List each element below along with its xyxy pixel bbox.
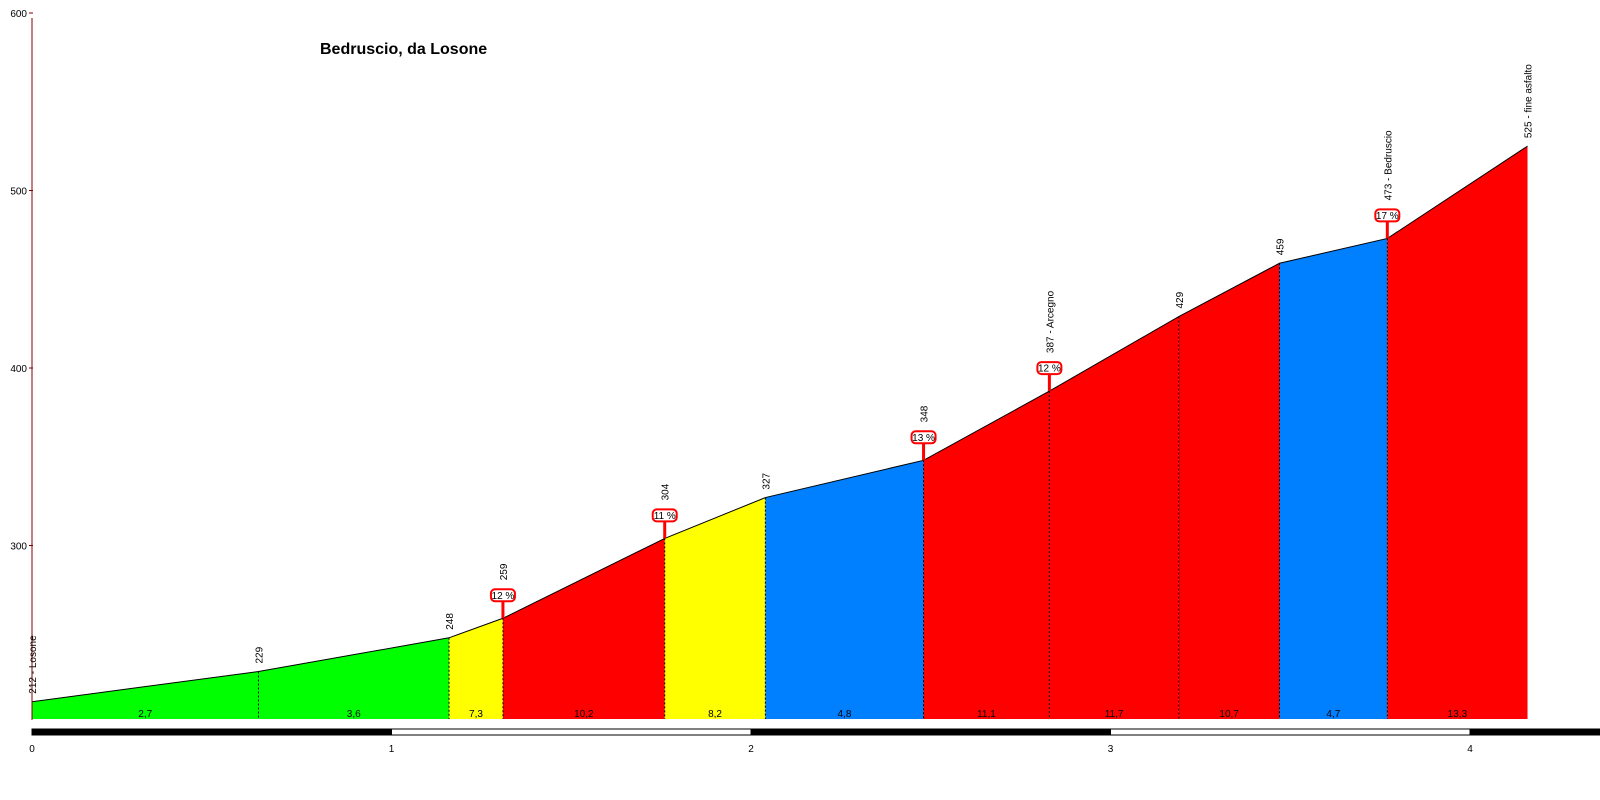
gradient-label: 7,3 — [469, 709, 483, 720]
profile-segment-7 — [923, 391, 1050, 719]
chart-title: Bedruscio, da Losone — [320, 41, 487, 58]
x-tick-label: 4 — [1467, 744, 1473, 755]
max-gradient-label: 13 % — [912, 433, 935, 444]
gradient-label: 8,2 — [708, 709, 722, 720]
elevation-label: 248 — [445, 613, 456, 630]
max-gradient-badge — [1036, 361, 1063, 376]
elevation-label: 229 — [254, 646, 265, 663]
profile-segment-1 — [32, 671, 259, 719]
profile-line — [31, 145, 1528, 703]
elevation-label: 387 - Arcegno — [1045, 290, 1056, 353]
profile-segment-6 — [765, 460, 924, 719]
gradient-label: 4,7 — [1326, 709, 1340, 720]
x-tick-label: 0 — [29, 744, 35, 755]
gradient-label: 4,8 — [838, 709, 852, 720]
elevation-label: 304 — [661, 483, 672, 500]
profile-segment-2 — [258, 637, 450, 719]
max-gradient-badge — [910, 430, 937, 445]
elevation-label: 259 — [499, 563, 510, 580]
gradient-label: 11,1 — [977, 709, 996, 720]
profile-segment-11 — [1387, 146, 1528, 719]
elevation-label: 459 — [1275, 238, 1286, 255]
profile-segment-5 — [664, 497, 766, 719]
elevation-label: 327 — [761, 472, 772, 489]
max-gradient-label: 11 % — [654, 511, 676, 522]
max-gradient-label: 12 % — [492, 591, 515, 602]
profile-segment-3 — [449, 618, 503, 719]
gradient-label: 3,6 — [347, 709, 361, 720]
x-tick-label: 3 — [1108, 744, 1114, 755]
gradient-label: 10,2 — [574, 709, 594, 720]
y-tick-label: 300 — [10, 542, 27, 553]
scale-bar-km-1 — [391, 728, 752, 736]
x-tick-label: 2 — [748, 744, 754, 755]
max-gradient-badge — [651, 508, 678, 523]
scale-bar-km-4 — [1469, 728, 1600, 736]
max-gradient-label: 17 % — [1376, 211, 1399, 222]
y-tick-label: 400 — [10, 364, 27, 375]
profile-segment-10 — [1279, 238, 1388, 720]
scale-bar-km-0 — [31, 728, 392, 736]
gradient-label: 2,7 — [138, 709, 152, 720]
gradient-label: 11,7 — [1105, 709, 1124, 720]
gradient-label: 10,7 — [1219, 709, 1239, 720]
max-gradient-label: 12 % — [1038, 364, 1061, 375]
profile-segment-9 — [1178, 263, 1280, 719]
profile-segment-4 — [502, 538, 665, 719]
gradient-label: 13,3 — [1448, 709, 1468, 720]
scale-bar-km-2 — [750, 728, 1111, 736]
profile-segment-8 — [1049, 316, 1179, 719]
elevation-label: 473 - Bedruscio — [1383, 130, 1394, 200]
scale-bar-km-3 — [1110, 728, 1471, 736]
elevation-label: 348 — [920, 405, 931, 422]
elevation-label: 429 — [1175, 291, 1186, 308]
y-tick-label: 500 — [10, 187, 27, 198]
max-gradient-badge — [489, 588, 516, 603]
y-tick-label: 600 — [10, 9, 27, 20]
elevation-label: 212 - Losone — [28, 635, 39, 694]
elevation-label: 525 - fine asfalto — [1524, 64, 1535, 138]
max-gradient-badge — [1374, 208, 1401, 223]
x-tick-label: 1 — [389, 744, 395, 755]
